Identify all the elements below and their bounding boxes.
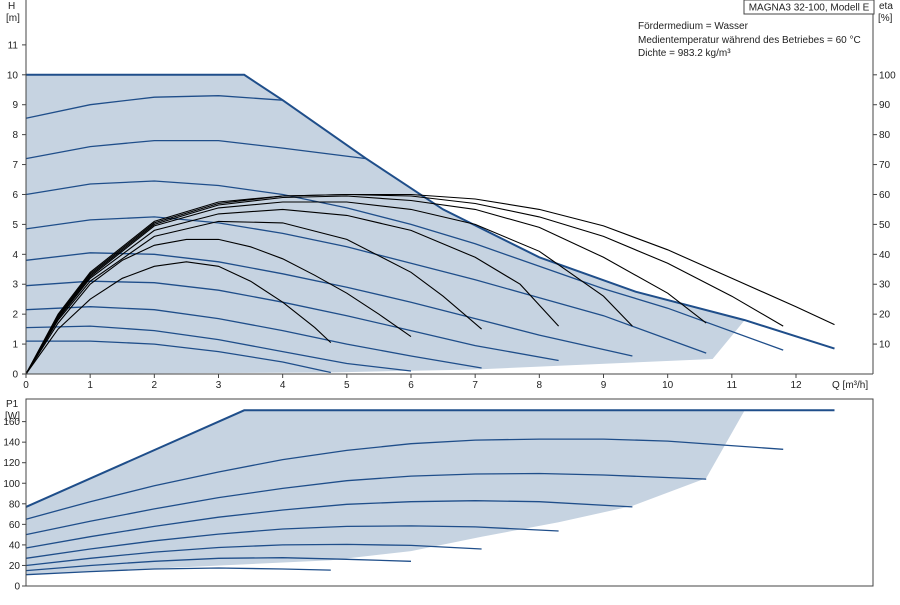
pump-title-box [743, 0, 875, 15]
power-y-tick-label: 120 [3, 458, 20, 469]
head-curve-7 [25, 180, 784, 351]
head-curve-3 [25, 306, 482, 369]
info-temperature: Medientemperatur während des Betriebes =… [638, 35, 861, 46]
head-x-tick-label: 7 [472, 380, 478, 391]
power-y-label: P1 [6, 399, 19, 410]
power-y-tick-label: 80 [9, 499, 21, 510]
head-y-tick-label: 2 [12, 310, 18, 321]
head-y-tick-label: 6 [12, 190, 18, 201]
power-y-tick-label: 20 [9, 561, 21, 572]
head-x-tick-label: 6 [408, 380, 414, 391]
info-box: MAGNA3 32-100, Modell E Fördermedium = W… [638, 0, 875, 59]
eta-y-tick-label: 40 [879, 250, 891, 261]
eta-y-unit: [%] [878, 13, 893, 24]
head-curve-6 [25, 216, 707, 354]
eta-curve-2 [25, 238, 412, 375]
power-y-tick-label: 160 [3, 417, 20, 428]
head-x-tick-label: 5 [344, 380, 350, 391]
head-y-tick-label: 3 [12, 280, 18, 291]
head-x-tick-label: 8 [537, 380, 543, 391]
power-y-tick-label: 60 [9, 520, 21, 531]
eta-y-tick-label: 80 [879, 130, 891, 141]
eta-curve-1 [25, 261, 332, 375]
eta-y-tick-label: 70 [879, 160, 891, 171]
head-y-tick-label: 8 [12, 130, 18, 141]
power-curve-1 [25, 567, 331, 576]
power-curve-7 [25, 438, 784, 520]
eta-curve-6 [25, 195, 707, 375]
power-curve-4 [25, 525, 559, 559]
eta-y-label: eta [879, 1, 893, 12]
flow-x-label: Q [m³/h] [832, 380, 868, 391]
eta-y-tick-label: 60 [879, 190, 891, 201]
head-x-tick-label: 10 [662, 380, 674, 391]
head-y-label: H [8, 1, 15, 12]
power-y-tick-label: 0 [14, 582, 20, 593]
head-y-tick-label: 1 [12, 340, 18, 351]
eta-y-tick-label: 20 [879, 310, 891, 321]
head-x-tick-label: 2 [152, 380, 158, 391]
power-curve-5 [25, 500, 633, 549]
head-x-tick-label: 0 [23, 380, 29, 391]
eta-y-tick-label: 30 [879, 280, 891, 291]
head-y-tick-label: 10 [7, 70, 19, 81]
power-chart: 0 20 40 60 80 100 120 140 160 P1[W] [3, 398, 874, 593]
head-y-tick-label: 4 [12, 250, 18, 261]
head-curve-1 [26, 340, 331, 374]
power-plot-frame [25, 398, 874, 587]
power-y-unit: [W] [5, 411, 20, 422]
power-y-tick-label: 140 [3, 438, 20, 449]
head-x-tick-label: 9 [601, 380, 607, 391]
pump-title: MAGNA3 32-100, Modell E [749, 3, 870, 14]
head-curve-9 [25, 95, 283, 119]
eta-curve-3 [25, 220, 482, 375]
head-y-tick-label: 5 [12, 220, 18, 231]
info-density: Dichte = 983.2 kg/m³ [638, 48, 731, 59]
head-y-tick-label: 11 [8, 40, 19, 51]
head-x-tick-label: 1 [87, 380, 93, 391]
head-x-tick-label: 3 [216, 380, 222, 391]
eta-y-tick-label: 100 [879, 70, 896, 81]
power-curve-2 [25, 557, 412, 572]
power-y-tick-label: 40 [9, 540, 21, 551]
eta-curve-7 [25, 193, 784, 375]
eta-curve-4 [25, 208, 560, 375]
power-curve-3 [25, 543, 482, 567]
power-max-curve [25, 409, 835, 508]
head-x-tick-label: 12 [790, 380, 802, 391]
head-max-curve [26, 73, 835, 350]
head-curve-5 [25, 252, 633, 357]
eta-y-tick-label: 90 [879, 100, 891, 111]
info-medium: Fördermedium = Wasser [638, 21, 749, 32]
head-x-tick-label: 11 [727, 380, 738, 391]
power-curve-6 [25, 472, 707, 536]
head-x-tick-label: 4 [280, 380, 286, 391]
eta-curve-5 [25, 201, 633, 375]
power-operating-area [26, 410, 745, 575]
eta-y-tick-label: 50 [879, 220, 891, 231]
eta-curve-8 [25, 193, 835, 375]
head-y-tick-label: 0 [12, 370, 18, 381]
head-y-tick-label: 9 [12, 100, 18, 111]
head-y-tick-label: 7 [12, 160, 18, 171]
power-y-tick-label: 100 [3, 479, 20, 490]
eta-y-tick-label: 10 [879, 340, 891, 351]
head-curve-8 [25, 139, 367, 160]
head-y-unit: [m] [6, 13, 20, 24]
head-curve-2 [25, 325, 412, 372]
